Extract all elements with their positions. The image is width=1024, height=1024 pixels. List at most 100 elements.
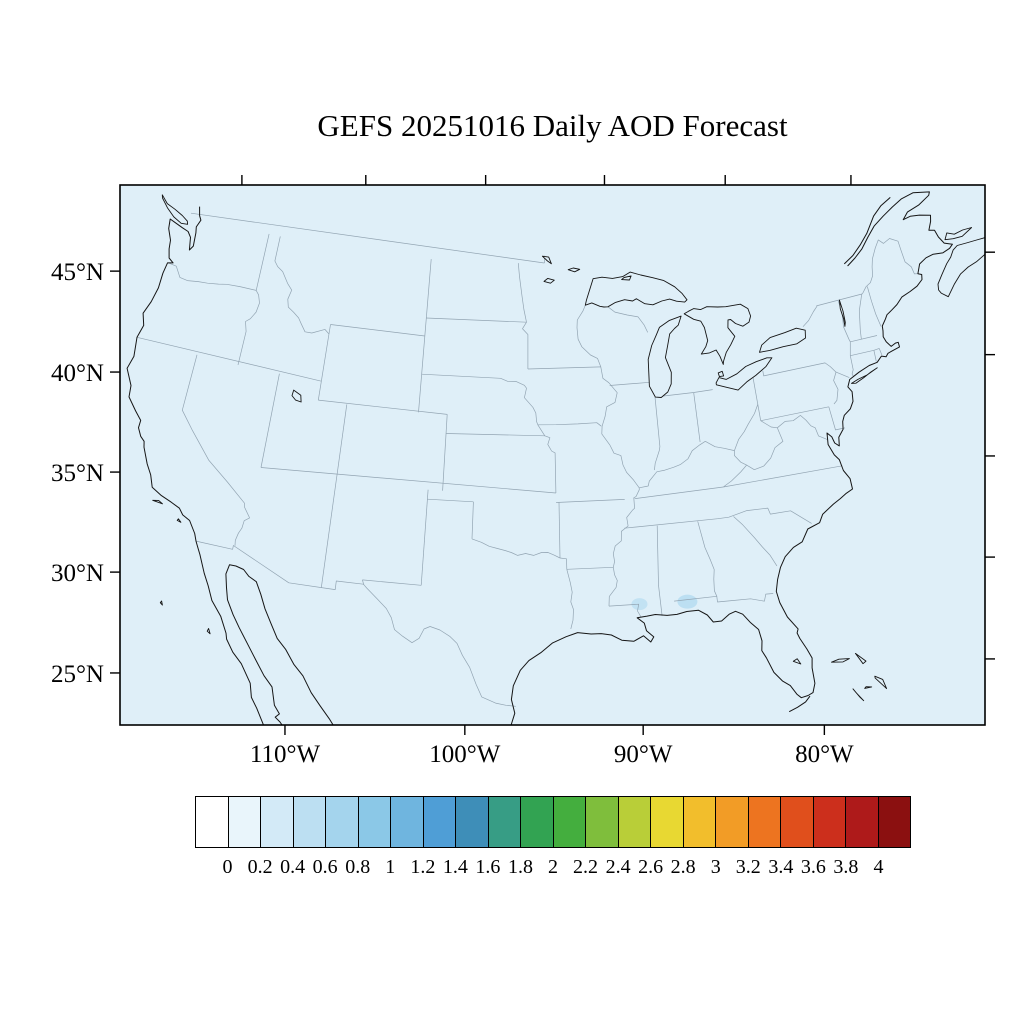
coastline-1 [510,191,953,725]
colorbar-box-8 [455,796,489,848]
colorbar-tick-label-1: 1 [385,856,396,878]
border-line-28 [558,502,561,559]
colorbar-tick-label-0.4: 0.4 [280,856,306,878]
colorbar-tick-label-2.8: 2.8 [670,856,696,878]
colorbar-tick-label-2: 2 [548,856,558,878]
border-line-31 [566,569,574,629]
island-11 [852,688,865,702]
border-line-54 [760,406,829,422]
border-line-3 [136,336,322,382]
border-line-20 [446,433,545,437]
colorbar-box-9 [487,796,521,848]
colorbar-tick-label-4: 4 [873,856,884,878]
coastline-0 [126,206,334,725]
lake-3 [717,370,725,378]
colorbar-box-13 [617,796,651,848]
coastline-layer [126,191,953,725]
colorbar-box-5 [357,796,391,848]
border-line-26 [471,501,474,539]
border-line-21 [442,414,448,491]
colorbar-tick-label-3.2: 3.2 [735,856,761,878]
lon-label-100°W: 100°W [429,741,500,768]
border-line-41 [654,389,713,398]
lake-0 [584,271,688,308]
colorbar-tick-label-0.6: 0.6 [312,856,338,878]
lat-label-35°N: 35°N [51,460,104,487]
colorbar-box-12 [585,796,619,848]
lon-label-110°W: 110°W [250,741,321,768]
border-line-11 [418,259,432,413]
colorbar-box-0 [195,796,229,848]
colorbar-tick-label-3.4: 3.4 [768,856,794,878]
border-line-47 [733,516,778,567]
colorbar-tick-label-1.2: 1.2 [410,856,436,878]
colorbar-box-20 [845,796,879,848]
colorbar-box-14 [650,796,684,848]
border-line-52 [746,420,784,471]
border-line-40 [693,392,701,443]
colorbar-box-17 [747,796,781,848]
aod-spot-0 [631,598,648,611]
aod-spot-1 [677,594,698,609]
colorbar-tick-label-3.8: 3.8 [833,856,859,878]
colorbar-tick-label-1.6: 1.6 [475,856,501,878]
lat-label-25°N: 25°N [51,661,104,688]
border-line-25 [427,498,474,503]
border-line-69 [195,540,516,707]
colorbar-box-2 [260,796,294,848]
colorbar-tick-label-0.8: 0.8 [345,856,371,878]
lake-11 [567,267,581,273]
island-12 [864,686,873,689]
island-8 [206,628,211,635]
border-line-2 [237,290,260,365]
colorbar-tick-label-0.2: 0.2 [247,856,273,878]
border-line-32 [566,566,614,570]
colorbar-box-11 [552,796,586,848]
island-6 [176,518,182,523]
lat-label-45°N: 45°N [51,259,104,286]
colorbar-tick-label-1.8: 1.8 [507,856,533,878]
islands-layer [152,194,985,702]
colorbar-tick-label-2.6: 2.6 [638,856,664,878]
lon-label-90°W: 90°W [614,741,673,768]
border-line-9 [318,399,448,415]
lon-label-80°W: 80°W [795,741,854,768]
border-line-23 [362,579,422,586]
colorbar-tick-label-3.6: 3.6 [800,856,826,878]
ticks-layer [110,175,995,735]
border-line-34 [608,603,642,618]
colorbar-box-15 [682,796,716,848]
border-line-48 [656,525,663,616]
lake-2 [683,303,752,365]
colorbar-tick-label-3: 3 [710,856,721,878]
border-line-12 [330,324,425,337]
coastline-3 [788,695,811,713]
colorbar-box-4 [325,796,359,848]
map-frame [119,184,986,726]
border-line-1 [255,233,270,291]
lakes-layer [291,255,846,665]
island-0 [161,194,189,225]
border-line-22 [420,489,429,586]
colorbar-tick-label-1.4: 1.4 [442,856,468,878]
border-line-64 [858,293,863,340]
border-line-45 [624,518,718,529]
island-13 [874,675,888,690]
colorbar-box-1 [227,796,261,848]
island-2 [937,237,985,298]
lat-label-40°N: 40°N [51,360,104,387]
colorbar-boxes [195,796,911,848]
border-line-38 [654,396,661,471]
colorbar-tick-label-2.4: 2.4 [605,856,631,878]
colorbar-box-16 [715,796,749,848]
colorbar-tick-label-0: 0 [222,856,233,878]
border-line-13 [274,236,330,335]
colorbar-box-19 [812,796,846,848]
state-borders-layer [136,212,918,707]
border-line-67 [802,305,818,327]
lake-5 [759,327,806,353]
border-line-10 [317,324,331,401]
island-9 [831,658,850,663]
island-7 [159,600,163,606]
